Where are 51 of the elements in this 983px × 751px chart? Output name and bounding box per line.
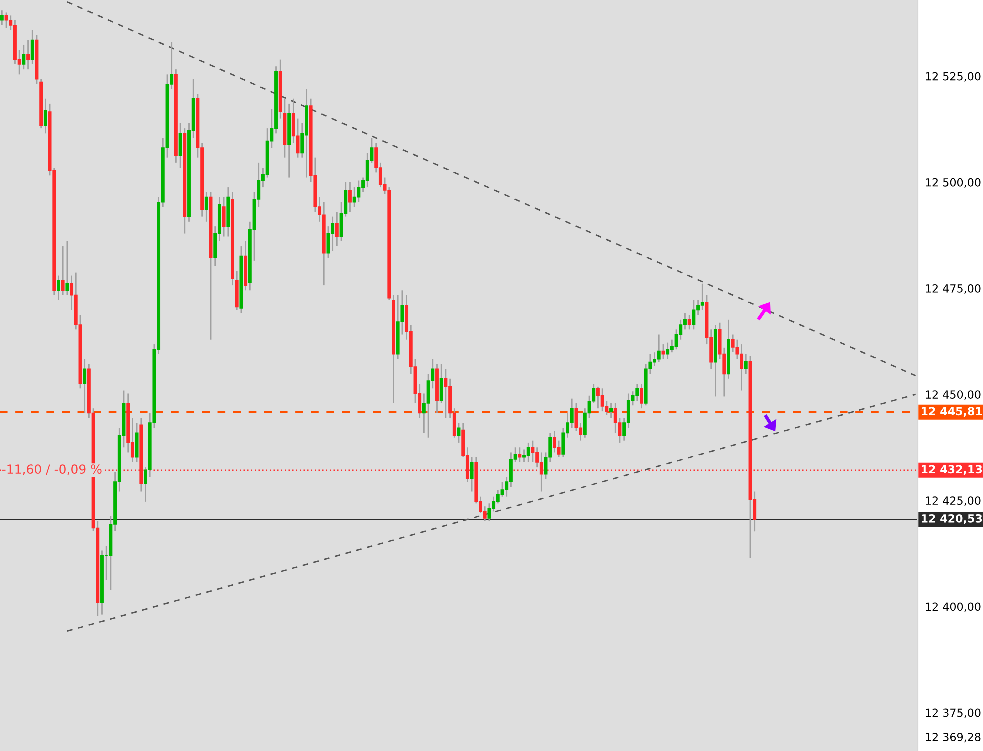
- candlestick: [744, 354, 748, 375]
- candlestick: [600, 388, 604, 412]
- candlestick: [700, 283, 704, 311]
- candlestick: [61, 246, 65, 296]
- candlestick: [348, 182, 352, 213]
- candlestick: [488, 502, 492, 522]
- ref-line-label: 12 432,13: [922, 465, 982, 476]
- candlestick: [657, 334, 661, 364]
- candlestick: [335, 211, 339, 248]
- candlestick: [636, 383, 640, 402]
- candlestick: [22, 44, 26, 70]
- ref-line-label: 12 420,53: [922, 514, 982, 524]
- y-tick-label: 12 400,00: [926, 602, 981, 612]
- candlestick: [518, 446, 522, 464]
- candlestick: [357, 180, 361, 204]
- candlestick: [610, 402, 613, 420]
- candlestick: [470, 456, 474, 492]
- y-tick-label: 12 450,00: [926, 390, 981, 400]
- candlestick: [483, 506, 487, 522]
- y-tick-label: 12 375,00: [926, 708, 981, 718]
- y-tick-label: 12 475,00: [926, 284, 981, 294]
- candlestick: [440, 363, 444, 404]
- candlestick: [444, 368, 448, 420]
- y-tick-label: 12 500,00: [926, 178, 981, 188]
- y-tick-label: 12 525,00: [926, 72, 981, 82]
- candlestick: [731, 334, 735, 353]
- candlestick: [640, 383, 644, 410]
- candlestick: [688, 314, 692, 330]
- annotation: -11,60 / -0,09 %: [2, 464, 102, 476]
- candlestick: [574, 402, 578, 432]
- candlestick: [222, 196, 226, 238]
- candlestick: [26, 40, 30, 70]
- candlestick: [30, 29, 34, 66]
- candlestick: [0, 10, 4, 26]
- candlestick: [66, 240, 70, 296]
- candlestick: [531, 440, 535, 464]
- candlestick: [666, 342, 670, 360]
- candlestick: [83, 358, 87, 414]
- ref-line-label: 12 445,81: [922, 407, 982, 418]
- candlestick: [557, 440, 561, 458]
- candlestick: [692, 300, 696, 330]
- candlestick: [526, 442, 530, 464]
- candlestick: [57, 275, 60, 302]
- y-tick-label: 12 369,28: [926, 733, 981, 743]
- candlestick: [204, 192, 208, 223]
- candlestick: [178, 122, 182, 169]
- candlestick: [44, 98, 48, 134]
- candlestick: [4, 12, 8, 30]
- candlestick: [331, 216, 335, 252]
- y-tick-label: 12 425,00: [926, 496, 981, 506]
- candlestick: [614, 402, 618, 434]
